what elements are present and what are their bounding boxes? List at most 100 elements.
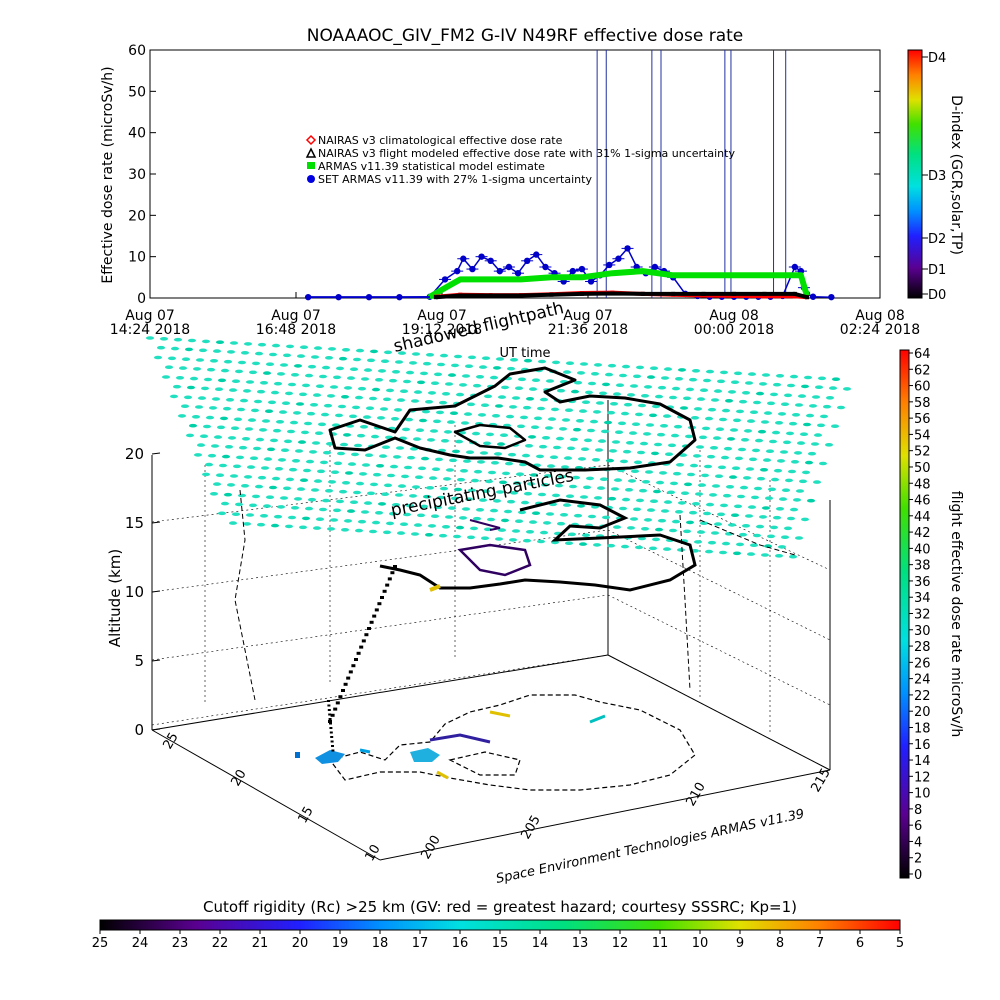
particle-marker <box>359 472 367 476</box>
particle-marker <box>429 476 437 480</box>
altitude-tick-label: 0 <box>134 721 144 739</box>
particle-marker <box>242 437 250 441</box>
particle-marker <box>442 525 450 529</box>
particle-marker <box>678 368 686 372</box>
particle-marker <box>427 438 435 442</box>
particle-marker <box>676 463 684 467</box>
particle-marker <box>740 485 748 490</box>
particle-marker <box>381 359 389 364</box>
particle-marker <box>770 392 778 397</box>
particle-marker <box>819 461 827 466</box>
particle-marker <box>301 430 309 435</box>
particle-marker <box>694 540 702 544</box>
particle-marker <box>634 460 642 465</box>
particle-marker <box>761 553 769 557</box>
particle-marker <box>371 434 379 439</box>
particle-marker <box>512 396 520 400</box>
d-index-ticks: D0 D1 D2 D3 D4 <box>922 51 946 303</box>
particle-marker <box>568 532 576 537</box>
particle-marker <box>326 442 334 446</box>
particle-marker <box>400 389 408 394</box>
particle-marker <box>181 404 189 409</box>
particle-marker <box>752 448 760 453</box>
precipitating-particles-layer <box>146 336 851 559</box>
particle-marker <box>260 514 268 518</box>
x-tick-date: Aug 08 <box>855 308 905 324</box>
flight-path-point <box>361 639 366 643</box>
particle-marker <box>311 488 319 492</box>
particle-marker <box>754 486 762 491</box>
particle-marker <box>700 521 708 525</box>
flight-path-point <box>367 627 371 630</box>
rigidity-tick-label: 8 <box>776 936 784 951</box>
particle-marker <box>762 506 770 510</box>
rigidity-tick-label: 7 <box>816 936 824 951</box>
particle-marker <box>197 443 205 447</box>
particle-marker <box>626 441 634 445</box>
particle-marker <box>562 418 570 422</box>
particle-marker <box>582 533 590 537</box>
particle-marker <box>479 498 487 502</box>
particle-marker <box>506 414 514 419</box>
particle-marker <box>417 380 425 385</box>
particle-marker <box>285 391 293 396</box>
particle-marker <box>607 543 615 548</box>
particle-marker <box>274 381 282 386</box>
particle-marker <box>502 471 510 476</box>
particle-marker <box>364 501 372 505</box>
particle-marker <box>733 418 741 423</box>
particle-marker <box>669 528 677 533</box>
latitude-axis: 10 15 20 25 <box>160 730 383 864</box>
rigidity-tick-label: 14 <box>532 936 549 951</box>
particle-marker <box>763 458 771 462</box>
particle-marker <box>336 499 344 504</box>
particle-marker <box>672 519 680 524</box>
particle-marker <box>507 366 515 371</box>
particle-marker <box>230 474 238 478</box>
particle-marker <box>588 514 596 519</box>
particle-marker <box>311 355 319 359</box>
particle-marker <box>782 488 790 493</box>
particle-marker <box>570 437 578 442</box>
particle-marker <box>379 454 387 458</box>
particle-marker <box>490 375 498 380</box>
particle-marker <box>245 427 253 431</box>
particle-marker <box>707 454 715 459</box>
particle-marker <box>781 402 789 407</box>
legend-marker <box>305 147 317 158</box>
particle-marker <box>695 492 703 496</box>
particle-marker <box>512 529 520 533</box>
particle-marker <box>431 514 439 518</box>
flight-path-point <box>377 602 382 606</box>
particle-marker <box>815 385 823 390</box>
particle-marker <box>620 459 628 464</box>
particle-marker <box>748 505 756 509</box>
particle-marker <box>594 496 602 500</box>
particle-marker <box>207 367 215 372</box>
particle-marker <box>260 381 268 385</box>
flight-path-point <box>333 707 338 711</box>
flight-path-point <box>338 695 343 699</box>
particle-marker <box>185 347 193 352</box>
chart-title: NOAAAOC_GIV_FM2 G-IV N49RF effective dos… <box>307 26 744 46</box>
particle-marker <box>251 408 259 413</box>
particle-marker <box>647 508 655 512</box>
particle-marker <box>677 548 685 552</box>
series-point <box>458 293 463 298</box>
particle-marker <box>756 524 764 529</box>
particle-marker <box>321 412 329 417</box>
particle-marker <box>227 483 235 487</box>
particle-marker <box>205 462 213 467</box>
particle-marker <box>285 524 293 529</box>
particle-marker <box>669 395 677 400</box>
particle-marker <box>448 373 456 377</box>
particle-marker <box>501 385 509 390</box>
flight-path-point <box>331 749 335 752</box>
particle-marker <box>330 518 338 522</box>
particle-marker <box>361 377 369 381</box>
particle-marker <box>495 404 503 408</box>
legend-label: NAIRAS v3 climatological effective dose … <box>318 134 563 147</box>
particle-marker <box>663 547 671 551</box>
series-point <box>701 291 706 296</box>
